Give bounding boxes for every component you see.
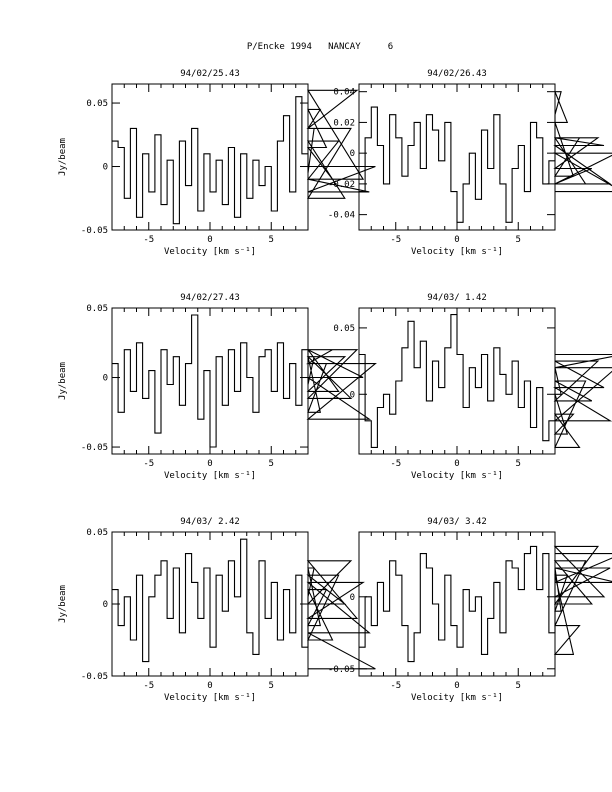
x-tick-label: 0 xyxy=(207,459,212,469)
x-tick-label: 0 xyxy=(207,681,212,691)
panel-title: 94/03/ 1.42 xyxy=(427,293,487,303)
x-axis-label: Velocity [km s⁻¹] xyxy=(164,247,256,257)
y-tick-label: -0.05 xyxy=(81,672,108,682)
y-tick-label: -0.05 xyxy=(328,665,355,675)
panel-title: 94/03/ 2.42 xyxy=(180,517,240,527)
y-tick-label: 0 xyxy=(350,390,355,400)
panel-2: 94/02/26.43 -5 0 5 -0.04 -0.02 0 0.02 0.04 Veloci… xyxy=(328,69,612,257)
x-tick-label: 0 xyxy=(454,235,459,245)
y-tick-label: 0.02 xyxy=(333,118,355,128)
panel-grid: 94/02/25.43 -5 0 5 -0.05 0 0.05 Velocity [km s⁻… xyxy=(58,69,612,703)
x-tick-label: 5 xyxy=(516,459,521,469)
y-tick-label: 0 xyxy=(103,600,108,610)
spectrum-line xyxy=(359,545,612,663)
y-axis-label: Jy/beam xyxy=(58,138,68,176)
y-axis-label: Jy/beam xyxy=(58,362,68,400)
y-tick-label: 0 xyxy=(103,374,108,384)
spectrum-line xyxy=(359,91,612,223)
y-tick-label: 0 xyxy=(350,149,355,159)
x-tick-label: 0 xyxy=(454,681,459,691)
x-tick-label: 5 xyxy=(269,235,274,245)
x-tick-label: -5 xyxy=(390,235,401,245)
x-axis-label: Velocity [km s⁻¹] xyxy=(164,471,256,481)
spectrum-line xyxy=(112,538,376,670)
panel-6: 94/03/ 3.42 -5 0 5 -0.05 0 Velocity [km s⁻¹] xyxy=(328,517,612,703)
panel-title: 94/02/26.43 xyxy=(427,69,487,79)
y-tick-label: -0.05 xyxy=(81,226,108,236)
x-tick-label: 5 xyxy=(516,235,521,245)
y-axis-label: Jy/beam xyxy=(58,585,68,623)
panel-title: 94/02/27.43 xyxy=(180,293,240,303)
y-tick-label: 0.04 xyxy=(333,88,355,98)
y-tick-label: 0 xyxy=(350,593,355,603)
panel-title: 94/02/25.43 xyxy=(180,69,240,79)
panel-1: 94/02/25.43 -5 0 5 -0.05 0 0.05 Velocity [km s⁻… xyxy=(58,69,376,257)
figure-title: P/Encke 1994 NANCAY 6 xyxy=(247,42,393,52)
x-tick-label: -5 xyxy=(390,459,401,469)
x-tick-label: 5 xyxy=(269,459,274,469)
x-tick-label: 0 xyxy=(454,459,459,469)
x-tick-label: -5 xyxy=(143,235,154,245)
x-tick-label: -5 xyxy=(143,459,154,469)
y-tick-label: 0.05 xyxy=(86,304,108,314)
x-tick-label: -5 xyxy=(143,681,154,691)
spectrum-line xyxy=(359,314,612,448)
y-tick-label: 0 xyxy=(103,163,108,173)
y-tick-label: -0.02 xyxy=(328,180,355,190)
y-tick-label: 0.05 xyxy=(333,324,355,334)
spectrum-line xyxy=(112,314,377,448)
spectrum-line xyxy=(112,89,376,225)
panel-5: 94/03/ 2.42 -5 0 5 -0.05 0 0.05 Velocity [km s⁻… xyxy=(58,517,376,703)
panel-title: 94/03/ 3.42 xyxy=(427,517,487,527)
y-tick-label: 0.05 xyxy=(86,528,108,538)
panel-3: 94/02/27.43 -5 0 5 -0.05 0 0.05 Velocity [km s⁻… xyxy=(58,293,377,481)
panel-4: 94/03/ 1.42 -5 0 5 0 0.05 Velocity [km s⁻¹] xyxy=(333,293,612,481)
x-tick-label: 5 xyxy=(516,681,521,691)
y-tick-label: -0.05 xyxy=(81,443,108,453)
x-axis-label: Velocity [km s⁻¹] xyxy=(411,693,503,703)
x-tick-label: -5 xyxy=(390,681,401,691)
y-tick-label: -0.04 xyxy=(328,211,355,221)
x-axis-label: Velocity [km s⁻¹] xyxy=(411,247,503,257)
x-tick-label: 5 xyxy=(269,681,274,691)
x-axis-label: Velocity [km s⁻¹] xyxy=(411,471,503,481)
x-tick-label: 0 xyxy=(207,235,212,245)
x-axis-label: Velocity [km s⁻¹] xyxy=(164,693,256,703)
y-tick-label: 0.05 xyxy=(86,99,108,109)
